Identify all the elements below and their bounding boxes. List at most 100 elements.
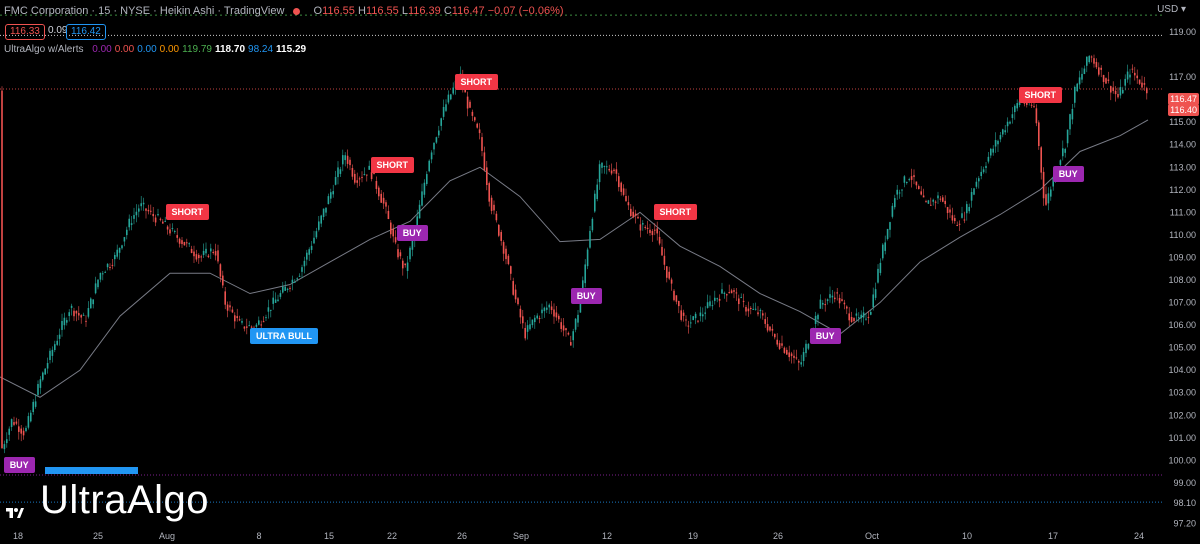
candle-body	[44, 368, 46, 375]
currency-label[interactable]: USD ▾	[1157, 4, 1186, 15]
candle-body	[140, 203, 142, 207]
candle-body	[841, 299, 843, 301]
ask-price-button[interactable]: 116.42	[66, 24, 106, 40]
candle-body	[858, 317, 860, 319]
candle-body	[392, 228, 394, 237]
candle-body	[202, 250, 205, 255]
candle-body	[104, 271, 106, 273]
candle-body	[577, 314, 579, 323]
candle-body	[534, 317, 536, 323]
candle-body	[234, 315, 236, 322]
candle-body	[435, 137, 438, 143]
time-tick-label: 15	[324, 531, 334, 541]
candle-body	[34, 401, 37, 407]
candle-body	[1069, 114, 1071, 130]
candle-body	[1093, 58, 1095, 64]
candle-body	[426, 174, 428, 184]
candle-body	[538, 317, 541, 319]
candle-body	[10, 419, 13, 427]
time-tick-label: Sep	[513, 531, 529, 541]
candle-body	[399, 252, 402, 257]
symbol-title[interactable]: FMC Corporation · 15 · NYSE · Heikin Ash…	[4, 5, 285, 17]
candle-body	[606, 166, 608, 168]
candle-body	[1138, 79, 1141, 84]
candle-body	[795, 357, 798, 359]
candle-body	[92, 299, 94, 305]
time-tick-label: 12	[602, 531, 612, 541]
candle-body	[874, 289, 877, 298]
candle-body	[51, 349, 54, 356]
candle-body	[474, 117, 476, 121]
time-tick-label: 10	[962, 531, 972, 541]
time-tick-label: 19	[688, 531, 698, 541]
bull-signal-label: ULTRA BULL	[250, 328, 318, 345]
candle-body	[637, 216, 639, 219]
buy-signal-label: BUY	[3, 456, 35, 473]
candle-body	[73, 310, 75, 317]
candle-body	[478, 129, 481, 134]
candle-body	[709, 301, 711, 306]
candle-body	[382, 197, 385, 204]
candle-body	[778, 343, 781, 349]
candle-body	[675, 295, 678, 302]
candle-body	[586, 249, 589, 267]
candle-body	[1100, 67, 1102, 70]
candle-body	[680, 310, 682, 320]
candle-body	[572, 331, 574, 341]
candle-body	[730, 290, 733, 294]
ultraalgo-logo: UltraAlgo	[40, 478, 210, 522]
candle-body	[178, 238, 181, 244]
candle-body	[1126, 71, 1129, 80]
candle-body	[49, 350, 51, 360]
bid-price-button[interactable]: 116.33	[5, 24, 45, 40]
candle-body	[882, 244, 884, 259]
candle-body	[1026, 102, 1028, 105]
indicator-value: 115.29	[276, 44, 307, 55]
candle-body	[1004, 130, 1006, 133]
candle-body	[949, 209, 951, 213]
candle-body	[735, 292, 738, 294]
alt-price-label: 116.40	[1168, 104, 1199, 116]
candle-body	[486, 167, 488, 186]
candle-body	[361, 176, 363, 178]
candle-body	[255, 324, 258, 327]
candle-body	[306, 252, 308, 260]
candle-body	[1102, 75, 1105, 82]
tradingview-logo-icon	[6, 508, 24, 518]
short-signal-label: SHORT	[454, 73, 498, 90]
candle-body	[903, 176, 906, 183]
candle-body	[546, 307, 548, 310]
candle-body	[46, 363, 49, 369]
candle-body	[1086, 56, 1088, 66]
candle-body	[339, 169, 342, 174]
time-tick-label: 22	[387, 531, 397, 541]
candle-body	[1045, 194, 1047, 205]
candle-body	[704, 312, 706, 314]
candle-body	[894, 198, 896, 208]
candle-body	[174, 231, 176, 233]
price-tick-label: 112.00	[1169, 185, 1196, 195]
candle-body	[22, 430, 25, 436]
candle-body	[656, 228, 658, 234]
candle-body	[447, 94, 450, 103]
candle-body	[706, 302, 709, 308]
candle-body	[822, 302, 824, 305]
candle-body	[1038, 122, 1040, 147]
candle-body	[553, 309, 555, 317]
candle-body	[126, 229, 128, 236]
candle-body	[555, 312, 558, 318]
candle-body	[714, 297, 716, 301]
candle-body	[507, 255, 510, 265]
candle-body	[1059, 160, 1062, 165]
candle-body	[1030, 104, 1033, 106]
candle-body	[646, 227, 649, 230]
indicator-legend[interactable]: UltraAlgo w/Alerts 0.00 0.00 0.00 0.00 119.7…	[4, 44, 306, 55]
candle-body	[1119, 87, 1122, 96]
candle-body	[754, 308, 757, 310]
candle-body	[116, 249, 118, 257]
candle-body	[224, 291, 226, 305]
candle-body	[1129, 74, 1131, 78]
candle-body	[87, 308, 90, 317]
candle-body	[82, 314, 85, 316]
